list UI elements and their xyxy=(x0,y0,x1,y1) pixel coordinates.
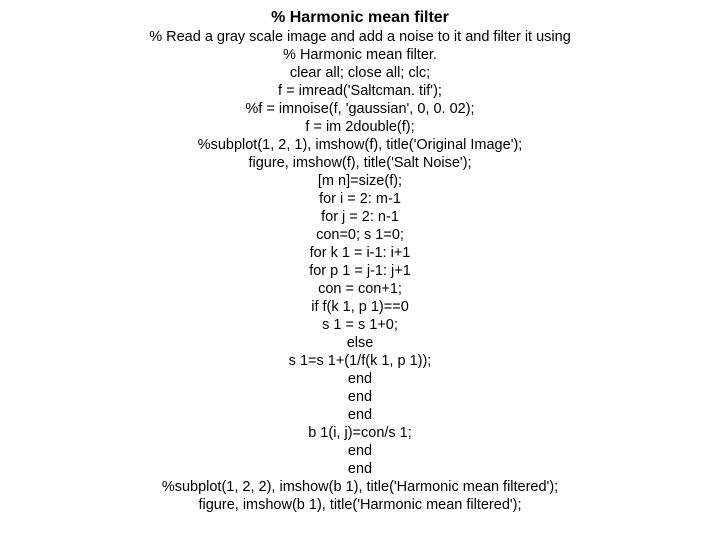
code-line: % Read a gray scale image and add a nois… xyxy=(0,28,720,46)
code-line: s 1=s 1+(1/f(k 1, p 1)); xyxy=(0,352,720,370)
code-line: b 1(i, j)=con/s 1; xyxy=(0,424,720,442)
code-line: %f = imnoise(f, 'gaussian', 0, 0. 02); xyxy=(0,100,720,118)
code-line: for k 1 = i-1: i+1 xyxy=(0,244,720,262)
code-line: end xyxy=(0,370,720,388)
code-lines-container: % Read a gray scale image and add a nois… xyxy=(0,28,720,514)
listing-title: % Harmonic mean filter xyxy=(0,8,720,28)
code-line: f = im 2double(f); xyxy=(0,118,720,136)
code-listing-page: % Harmonic mean filter % Read a gray sca… xyxy=(0,0,720,540)
code-line: for i = 2: m-1 xyxy=(0,190,720,208)
code-line: f = imread('Saltcman. tif'); xyxy=(0,82,720,100)
code-line: %subplot(1, 2, 2), imshow(b 1), title('H… xyxy=(0,478,720,496)
code-line: [m n]=size(f); xyxy=(0,172,720,190)
code-line: end xyxy=(0,388,720,406)
code-line: clear all; close all; clc; xyxy=(0,64,720,82)
code-line: %subplot(1, 2, 1), imshow(f), title('Ori… xyxy=(0,136,720,154)
code-line: con=0; s 1=0; xyxy=(0,226,720,244)
code-line: for j = 2: n-1 xyxy=(0,208,720,226)
code-line: figure, imshow(f), title('Salt Noise'); xyxy=(0,154,720,172)
code-line: else xyxy=(0,334,720,352)
code-line: end xyxy=(0,406,720,424)
code-line: end xyxy=(0,460,720,478)
code-line: end xyxy=(0,442,720,460)
code-line: con = con+1; xyxy=(0,280,720,298)
code-line: for p 1 = j-1: j+1 xyxy=(0,262,720,280)
code-line: if f(k 1, p 1)==0 xyxy=(0,298,720,316)
code-line: % Harmonic mean filter. xyxy=(0,46,720,64)
code-line: s 1 = s 1+0; xyxy=(0,316,720,334)
code-line: figure, imshow(b 1), title('Harmonic mea… xyxy=(0,496,720,514)
